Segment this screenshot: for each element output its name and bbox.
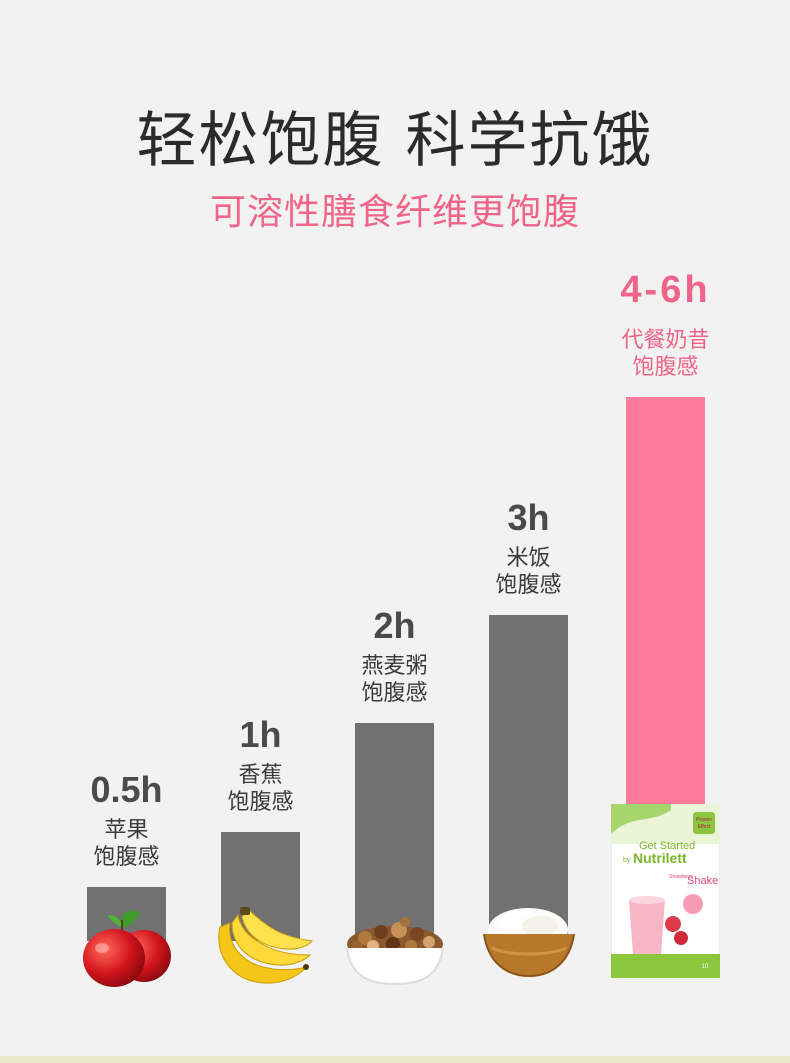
banana-icon (212, 905, 314, 987)
brand-by: by (623, 857, 631, 864)
rice-bowl-icon (478, 896, 580, 980)
apple-icon (78, 906, 176, 988)
page-subtitle: 可溶性膳食纤维更饱腹 (209, 192, 580, 233)
chart-bar (355, 723, 434, 941)
bar-description-line: 燕麦粥 (361, 654, 428, 679)
page-title: 轻松饱腹 科学抗饿 (136, 106, 654, 176)
bar-description-line: 饱腹感 (361, 681, 428, 706)
count-label: 10 (702, 964, 709, 970)
granola-bowl-icon (343, 908, 447, 986)
bar-description-line: 饱腹感 (632, 355, 699, 380)
badge-line1: Proven (696, 817, 712, 823)
bar-description-line: 香蕉 (238, 763, 283, 788)
bar-description: 苹果 饱腹感 (57, 817, 196, 871)
bar-description-line: 饱腹感 (227, 790, 294, 815)
bar-value-label: 1h (239, 714, 282, 755)
product-type-label: Shake (687, 875, 718, 887)
bar-value-label: 3h (507, 497, 550, 538)
bar-description-line: 饱腹感 (495, 573, 562, 598)
product-box: Proven Effect Get Started by Nutrilett Strawb… (610, 803, 721, 979)
chart-bar (626, 397, 705, 805)
chart-bar (489, 615, 568, 941)
bar-value-label: 2h (373, 605, 416, 646)
bar-description-line: 代餐奶昔 (621, 328, 710, 353)
bar-description: 代餐奶昔 饱腹感 (596, 327, 735, 381)
bar-description: 香蕉 饱腹感 (191, 762, 330, 816)
brand-line1: Get Started (639, 840, 695, 852)
badge-line2: Effect (698, 824, 711, 830)
brand-name: Nutrilett (633, 850, 687, 866)
bar-value-label: 4-6h (620, 269, 711, 311)
bar-description-line: 苹果 (104, 818, 149, 843)
bar-description-line: 饱腹感 (93, 845, 160, 870)
bottom-strip (0, 1056, 790, 1063)
flavor-label: Strawberry (669, 874, 694, 880)
bar-description-line: 米饭 (506, 546, 551, 571)
bar-description: 燕麦粥 饱腹感 (325, 653, 464, 707)
bar-description: 米饭 饱腹感 (459, 545, 598, 599)
bar-value-label: 0.5h (90, 769, 163, 810)
